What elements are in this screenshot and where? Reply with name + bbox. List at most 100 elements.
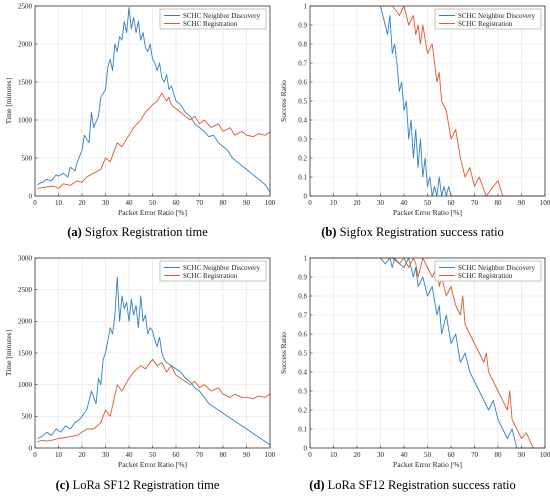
x-tick-label: 80	[220, 451, 228, 459]
x-axis-label: Packet Error Ratio [%]	[118, 208, 187, 217]
y-tick-label: 0.7	[298, 59, 307, 67]
y-tick-label: 0.4	[298, 368, 307, 376]
x-tick-label: 20	[79, 451, 87, 459]
y-tick-label: 0	[304, 444, 308, 452]
x-tick-label: 70	[471, 199, 479, 207]
y-tick-label: 2500	[18, 286, 33, 294]
x-tick-label: 0	[33, 199, 37, 207]
caption-b: (b) Sigfox Registration success ratio	[321, 225, 504, 239]
y-tick-label: 0.1	[298, 425, 307, 433]
x-tick-label: 100	[265, 199, 276, 207]
x-tick-label: 30	[377, 199, 385, 207]
chart-lora-time: 0 10 20 30 40 50 60 70 80 90 100050010001500200025…	[4, 254, 276, 469]
legend-entry: SCHC Neighbor Discovery	[458, 264, 535, 272]
x-tick-label: 100	[540, 451, 550, 459]
x-tick-label: 70	[196, 451, 204, 459]
x-tick-label: 10	[55, 451, 63, 459]
y-tick-label: 0.2	[298, 406, 307, 414]
x-axis-label: Packet Error Ratio [%]	[118, 460, 187, 469]
x-tick-label: 90	[243, 451, 251, 459]
y-tick-label: 3000	[18, 254, 33, 262]
y-tick-label: 0.4	[298, 116, 307, 124]
y-tick-label: 0.5	[298, 97, 307, 105]
x-tick-label: 90	[243, 199, 251, 207]
y-tick-label: 0.5	[298, 349, 307, 357]
x-tick-label: 40	[126, 451, 134, 459]
y-axis-label: Time [minutes]	[4, 330, 13, 376]
y-tick-label: 0.2	[298, 154, 307, 162]
x-tick-label: 50	[424, 199, 432, 207]
x-axis-label: Packet Error Ratio [%]	[393, 460, 462, 469]
x-tick-label: 60	[448, 451, 456, 459]
y-tick-label: 0.6	[298, 78, 307, 86]
x-tick-label: 90	[518, 199, 526, 207]
chart-panel-lora-success: 0 10 20 30 40 50 60 70 80 90 100 0 0.1 0.2 0.3 0.4 0.5 0.…	[275, 252, 550, 474]
y-tick-label: 0.3	[298, 135, 307, 143]
x-tick-label: 50	[149, 451, 157, 459]
x-tick-label: 20	[354, 199, 362, 207]
x-tick-label: 60	[173, 199, 181, 207]
x-tick-label: 80	[495, 199, 503, 207]
y-tick-label: 0.3	[298, 387, 307, 395]
chart-panel-sigfox-time: 0 10 20 30 40 50 60 70 80 90 100 0 500 1000 1500 2000 25…	[0, 0, 276, 222]
legend-entry: SCHC Registration	[183, 272, 238, 280]
x-tick-label: 20	[354, 451, 362, 459]
x-tick-label: 30	[102, 199, 110, 207]
series-line-neighbor-discovery	[310, 257, 545, 449]
caption-d: (d) LoRa SF12 Registration success ratio	[309, 478, 516, 492]
y-tick-label: 0.6	[298, 330, 307, 338]
legend-box	[434, 8, 542, 30]
x-tick-label: 70	[471, 451, 479, 459]
chart-sigfox-time: 0 10 20 30 40 50 60 70 80 90 100050010001500200025…	[4, 2, 276, 217]
x-tick-label: 100	[540, 199, 550, 207]
x-tick-label: 10	[330, 199, 338, 207]
y-tick-label: 2500	[18, 2, 33, 10]
series-line-registration	[37, 92, 271, 189]
x-tick-label: 70	[196, 199, 204, 207]
x-tick-label: 40	[126, 199, 134, 207]
y-tick-label: 1500	[18, 349, 33, 357]
x-tick-label: 0	[308, 199, 312, 207]
legend-box	[434, 260, 542, 282]
x-tick-label: 80	[495, 451, 503, 459]
series-line-neighbor-discovery	[37, 276, 271, 446]
x-tick-label: 30	[377, 451, 385, 459]
chart-sigfox-success: 0 10 20 30 40 50 60 70 80 90 100 0 0.1 0.2 0.3 0.4 0.5 0.…	[279, 2, 550, 217]
x-tick-label: 30	[102, 451, 110, 459]
x-tick-label: 40	[401, 451, 409, 459]
x-tick-label: 50	[424, 451, 432, 459]
legend-entry: SCHC Neighbor Discovery	[458, 12, 535, 20]
x-tick-label: 20	[79, 199, 87, 207]
y-axis-label: Success Ratio	[279, 332, 288, 374]
x-tick-label: 40	[401, 199, 409, 207]
y-tick-label: 1000	[18, 381, 33, 389]
series-line-registration	[37, 358, 271, 443]
x-tick-label: 50	[149, 199, 157, 207]
y-tick-label: 0.9	[298, 21, 307, 29]
series-line-neighbor-discovery	[37, 7, 271, 193]
y-tick-label: 500	[22, 413, 33, 421]
legend-entry: SCHC Neighbor Discovery	[183, 264, 260, 272]
legend-entry: SCHC Registration	[458, 20, 513, 28]
x-tick-label: 60	[173, 451, 181, 459]
y-tick-label: 2000	[18, 40, 33, 48]
x-tick-label: 0	[308, 451, 312, 459]
y-tick-label: 1	[304, 254, 308, 262]
x-tick-label: 60	[448, 199, 456, 207]
x-tick-label: 0	[33, 451, 37, 459]
legend-box	[159, 260, 267, 282]
caption-c: (c) LoRa SF12 Registration time	[55, 478, 220, 492]
chart-panel-lora-time: 0 10 20 30 40 50 60 70 80 90 100 0 500 1000 1500 2000 25…	[0, 252, 276, 474]
y-tick-label: 0	[29, 192, 33, 200]
y-tick-label: 0.8	[298, 292, 307, 300]
y-tick-label: 1000	[18, 116, 33, 124]
y-tick-label: 1500	[18, 78, 33, 86]
legend-entry: SCHC Registration	[458, 272, 513, 280]
x-tick-label: 10	[330, 451, 338, 459]
legend-box	[159, 8, 267, 30]
y-tick-label: 0.8	[298, 40, 307, 48]
